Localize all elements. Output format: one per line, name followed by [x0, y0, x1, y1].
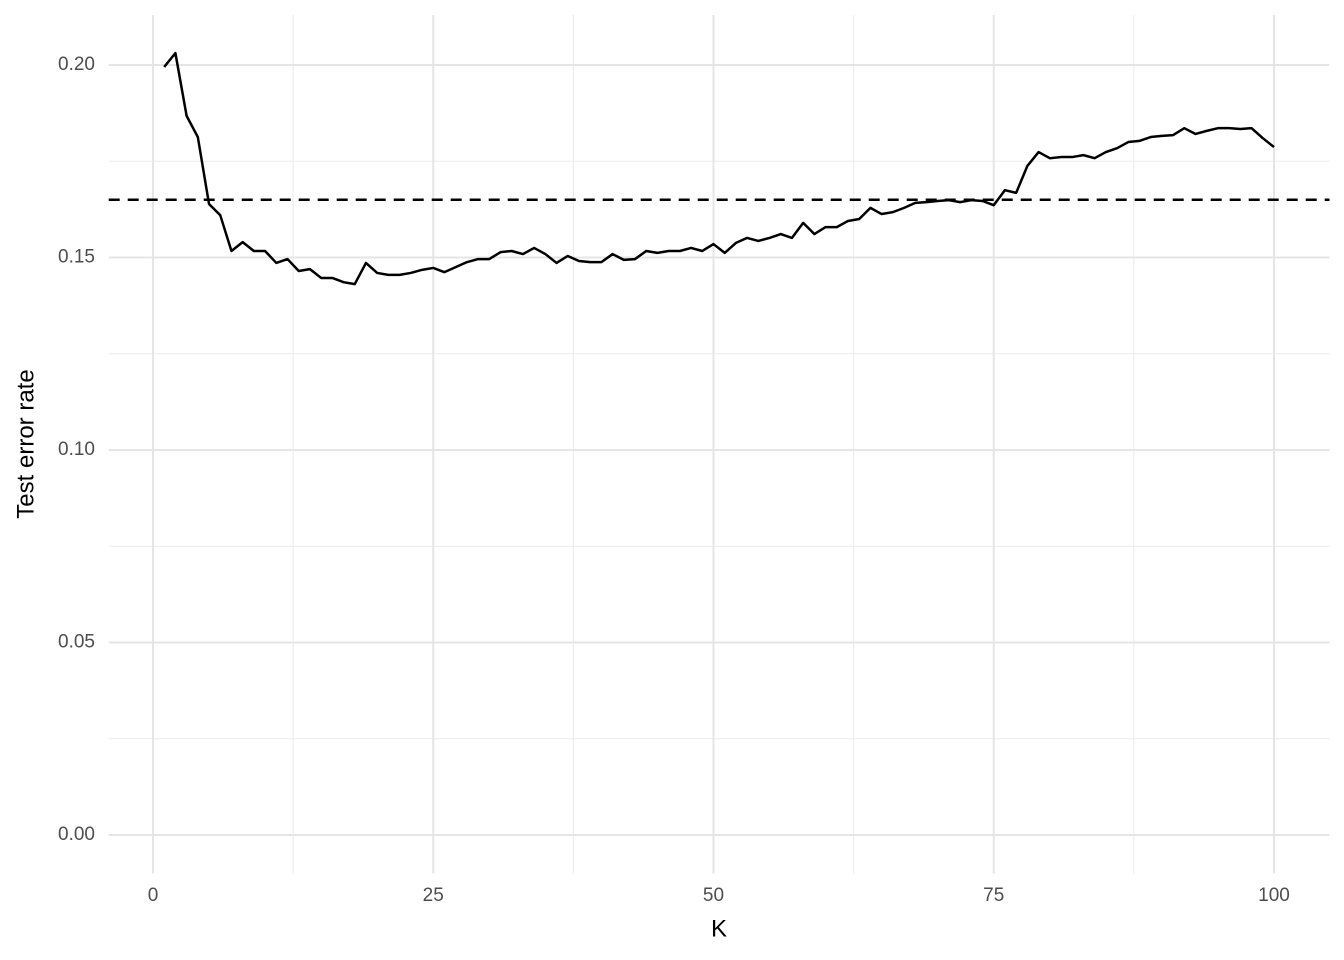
y-tick-label: 0.00	[58, 824, 95, 845]
y-axis-title: Test error rate	[12, 369, 39, 518]
x-tick-label: 50	[703, 885, 724, 906]
y-tick-label: 0.20	[58, 54, 95, 75]
y-tick-label: 0.15	[58, 247, 95, 268]
x-axis-title: K	[711, 915, 727, 942]
x-tick-label: 25	[423, 885, 444, 906]
data-line	[163, 51, 1275, 286]
x-tick-label: 100	[1258, 885, 1290, 906]
x-tick-label: 0	[148, 885, 159, 906]
x-tick-label: 75	[983, 885, 1004, 906]
y-tick-label: 0.05	[58, 632, 95, 653]
y-tick-label: 0.10	[58, 439, 95, 460]
